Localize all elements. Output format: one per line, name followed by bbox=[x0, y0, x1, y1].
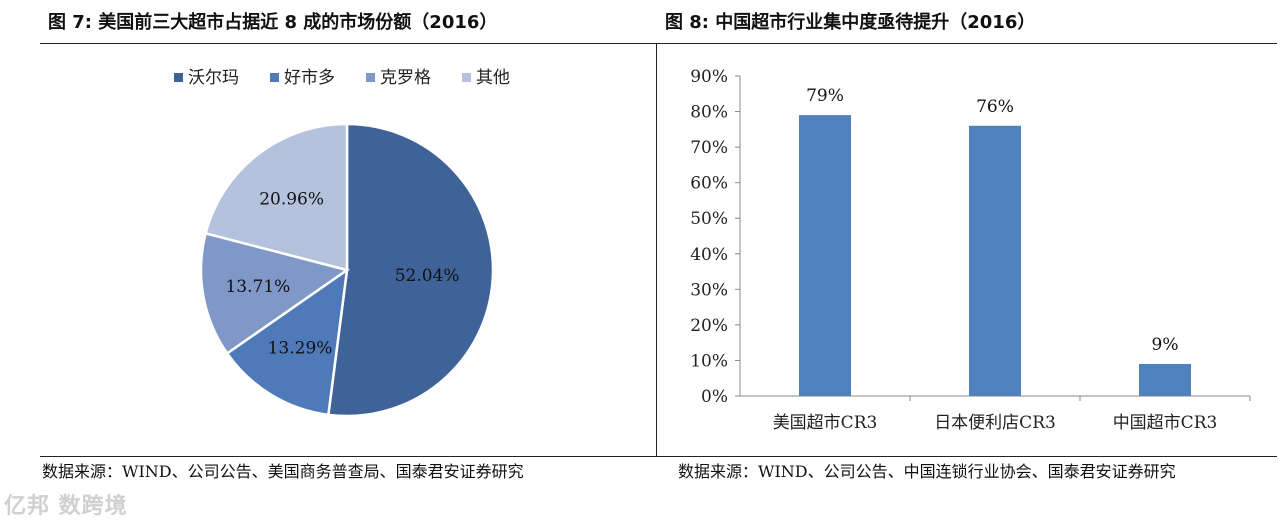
pie-slice-2 bbox=[199, 231, 350, 356]
bar-2 bbox=[1139, 364, 1191, 396]
legend-label-2: 克罗格 bbox=[380, 68, 431, 88]
top-rule bbox=[40, 43, 1277, 44]
y-tick-label-8: 80% bbox=[690, 103, 728, 123]
left-source-note: 数据来源：WIND、公司公告、美国商务普查局、国泰君安证券研究 bbox=[42, 462, 524, 481]
bar-chart-panel: 0% 10% 20% 30% 40% 50% 60% 70% 80% 90% 79% 美国超市CR3 7… bbox=[660, 46, 1275, 454]
left-figure-title: 图 7: 美国前三大超市占据近 8 成的市场份额（2016） bbox=[48, 12, 498, 33]
y-tick-label-6: 60% bbox=[690, 174, 728, 194]
pie-data-label-0: 52.04% bbox=[395, 266, 460, 286]
legend-swatch-0 bbox=[174, 73, 183, 82]
x-category-label-0: 美国超市CR3 bbox=[773, 413, 878, 433]
bar-data-label-2: 9% bbox=[1152, 335, 1179, 355]
pie-slice-1 bbox=[225, 267, 349, 417]
pie-slice-3 bbox=[204, 122, 349, 272]
bar-data-label-0: 79% bbox=[806, 86, 844, 106]
bottom-rule bbox=[40, 456, 1277, 457]
y-tick-label-5: 50% bbox=[690, 209, 728, 229]
legend-swatch-1 bbox=[270, 73, 279, 82]
pie-chart-panel: 沃尔玛 好市多 克罗格 其他 52.04% 13.29% 13.71% 20.96% bbox=[42, 46, 652, 454]
bar-data-label-1: 76% bbox=[976, 97, 1014, 117]
bar-0 bbox=[799, 115, 851, 396]
legend-label-0: 沃尔玛 bbox=[188, 68, 239, 88]
y-tick-label-0: 0% bbox=[701, 387, 728, 407]
y-tick-label-7: 70% bbox=[690, 138, 728, 158]
panel-divider bbox=[656, 43, 657, 456]
pie-chart: 沃尔玛 好市多 克罗格 其他 52.04% 13.29% 13.71% 20.96% bbox=[174, 68, 510, 418]
pie-data-label-1: 13.29% bbox=[268, 338, 333, 358]
legend-label-3: 其他 bbox=[476, 68, 510, 88]
bar-1 bbox=[969, 125, 1021, 397]
watermark-logo: 亿邦 数跨境 bbox=[4, 494, 128, 519]
x-category-label-2: 中国超市CR3 bbox=[1113, 413, 1218, 433]
legend-swatch-2 bbox=[366, 73, 375, 82]
pie-data-label-3: 20.96% bbox=[259, 189, 324, 209]
pie-data-label-2: 13.71% bbox=[225, 277, 290, 297]
legend-swatch-3 bbox=[462, 73, 471, 82]
y-tick-label-2: 20% bbox=[690, 316, 728, 336]
pie-slice-0 bbox=[326, 122, 495, 418]
right-source-note: 数据来源：WIND、公司公告、中国连锁行业协会、国泰君安证券研究 bbox=[678, 462, 1176, 481]
x-category-label-1: 日本便利店CR3 bbox=[934, 413, 1056, 433]
legend-label-1: 好市多 bbox=[284, 68, 335, 88]
y-tick-label-1: 10% bbox=[690, 351, 728, 371]
right-figure-title: 图 8: 中国超市行业集中度亟待提升（2016） bbox=[665, 12, 1036, 33]
y-tick-label-4: 40% bbox=[690, 245, 728, 265]
y-tick-label-3: 30% bbox=[690, 280, 728, 300]
y-tick-label-9: 90% bbox=[690, 67, 728, 87]
bar-chart: 0% 10% 20% 30% 40% 50% 60% 70% 80% 90% 79% 美国超市CR3 7… bbox=[690, 67, 1251, 433]
